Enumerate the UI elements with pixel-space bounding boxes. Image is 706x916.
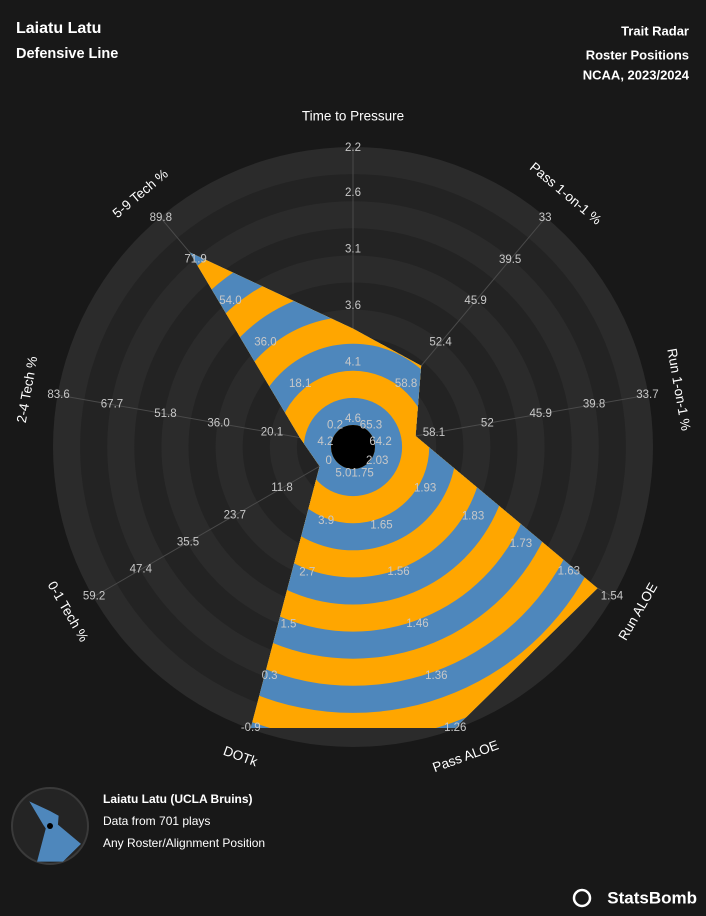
tick-label: 1.56 [387,566,409,578]
tick-label: 23.7 [224,509,246,521]
radar-hole [331,425,375,469]
tick-label: 2.03 [366,455,388,467]
tick-label: 52.4 [429,337,452,349]
legend-title: Laiatu Latu (UCLA Bruins) [103,792,253,806]
tick-label: 33.7 [636,389,658,401]
legend-polygon [29,801,81,862]
tick-label: 36.0 [207,417,229,429]
tick-label: 1.46 [406,618,428,630]
tick-label: 51.8 [154,408,176,420]
tick-label: 18.1 [289,378,311,390]
tick-label: 45.9 [530,408,552,420]
tick-label: 1.83 [462,510,484,522]
axis-line [58,394,332,444]
tick-label: 5.0 [335,467,351,479]
tick-label: 4.2 [317,436,333,448]
tick-label: 1.63 [558,566,580,578]
tick-label: 1.73 [510,538,532,550]
tick-label: 36.0 [254,337,276,349]
tick-label: 3.6 [345,300,361,312]
tick-label: 0 [326,455,332,467]
tick-label: 3.9 [318,515,334,527]
tick-label: 0.2 [327,420,343,432]
legend-note: Any Roster/Alignment Position [103,836,265,850]
tick-label: 65.3 [360,420,382,432]
tick-label: 33 [539,212,552,224]
tick-label: 0.3 [262,670,278,682]
tick-label: 35.5 [177,536,199,548]
tick-label: 59.2 [83,591,105,603]
tick-label: 47.4 [130,564,153,576]
axis-label: Time to Pressure [302,109,404,124]
tick-label: 1.5 [280,618,296,630]
tick-label: 58.1 [423,427,445,439]
tick-label: 1.36 [425,670,447,682]
tick-label: 52 [481,417,494,429]
tick-label: -0.9 [241,722,261,734]
tick-label: 64.2 [369,436,391,448]
tick-label: 4.6 [345,413,361,425]
legend-hole [47,823,53,829]
brand: StatsBomb [607,888,697,907]
axis-line [93,457,335,597]
tick-label: 2.7 [299,567,315,579]
chart-subtitle: Defensive Line [16,46,118,62]
header-text: Trait Radar [621,23,689,38]
axis-line [374,394,648,444]
tick-label: 89.8 [150,212,172,224]
tick-label: 2.2 [345,142,361,154]
tick-label: 67.7 [101,399,123,411]
tick-label: 20.1 [261,427,283,439]
tick-label: 45.9 [464,295,486,307]
legend-note: Data from 701 plays [103,814,210,828]
chart-title: Laiatu Latu [16,20,101,37]
tick-label: 54.0 [219,295,241,307]
tick-label: 83.6 [47,389,69,401]
tick-label: 4.1 [345,357,361,369]
tick-label: 11.8 [271,482,293,494]
tick-label: 39.5 [499,254,521,266]
tick-label: 1.65 [370,519,392,531]
tick-label: 58.8 [395,378,417,390]
tick-label: 1.93 [414,483,436,495]
tick-label: 1.75 [351,467,373,479]
tick-label: 2.6 [345,187,361,199]
brand-icon [572,888,592,908]
tick-label: 39.8 [583,399,605,411]
tick-label: 1.54 [601,591,624,603]
header-text: Roster Positions [586,47,689,62]
tick-label: 1.26 [444,722,466,734]
legend [29,801,81,862]
tick-label: 3.1 [345,244,361,256]
header-text: NCAA, 2023/2024 [583,67,690,82]
tick-label: 71.9 [184,253,206,265]
